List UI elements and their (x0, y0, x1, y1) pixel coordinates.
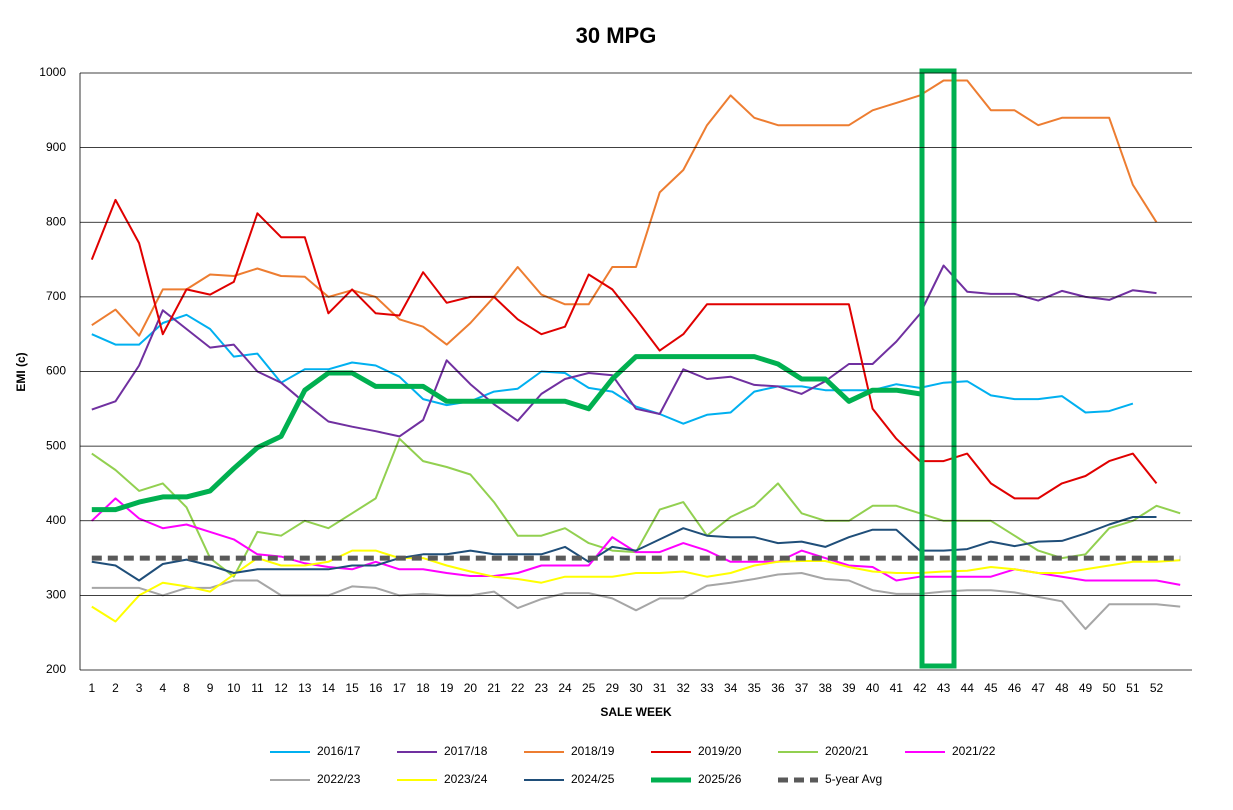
x-tick-label: 35 (748, 681, 762, 695)
x-tick-label: 20 (464, 681, 478, 695)
x-tick-label: 21 (487, 681, 501, 695)
x-tick-label: 3 (136, 681, 143, 695)
x-tick-label: 34 (724, 681, 738, 695)
x-tick-label: 47 (1032, 681, 1046, 695)
x-tick-label: 52 (1150, 681, 1164, 695)
x-tick-label: 39 (842, 681, 856, 695)
x-tick-label: 32 (677, 681, 691, 695)
legend-label: 5-year Avg (825, 772, 882, 786)
x-tick-label: 48 (1055, 681, 1069, 695)
x-tick-label: 1 (88, 681, 95, 695)
x-tick-label: 51 (1126, 681, 1140, 695)
x-tick-label: 30 (629, 681, 643, 695)
legend-label: 2019/20 (698, 744, 742, 758)
highlight-box (919, 68, 957, 669)
legend-label: 2017/18 (444, 744, 488, 758)
legend-label: 2024/25 (571, 772, 615, 786)
series-line (91, 354, 921, 513)
series-line (91, 79, 1158, 346)
x-tick-label: 4 (159, 681, 166, 695)
x-tick-label: 23 (535, 681, 549, 695)
x-tick-label: 16 (369, 681, 383, 695)
y-tick-label: 500 (46, 438, 66, 452)
chart-title: 30 MPG (576, 23, 657, 48)
y-tick-label: 700 (46, 289, 66, 303)
series-line (91, 264, 1157, 438)
x-tick-label: 37 (795, 681, 809, 695)
x-tick-label: 10 (227, 681, 241, 695)
x-tick-label: 12 (274, 681, 288, 695)
y-tick-label: 600 (46, 364, 66, 378)
legend-label: 2021/22 (952, 744, 996, 758)
y-tick-label: 900 (46, 140, 66, 154)
x-tick-label: 22 (511, 681, 525, 695)
x-tick-label: 29 (606, 681, 620, 695)
x-tick-label: 31 (653, 681, 667, 695)
series-line (91, 497, 1181, 586)
x-tick-label: 14 (322, 681, 336, 695)
x-tick-label: 17 (393, 681, 407, 695)
x-tick-label: 44 (961, 681, 975, 695)
x-tick-label: 18 (416, 681, 430, 695)
series-line (91, 516, 1157, 582)
series-line (91, 572, 1181, 630)
x-tick-label: 38 (819, 681, 833, 695)
y-axis-title: EMI (c) (14, 352, 28, 391)
x-tick-label: 36 (771, 681, 785, 695)
y-tick-label: 400 (46, 513, 66, 527)
x-tick-label: 43 (937, 681, 951, 695)
series-line (90, 198, 1158, 500)
legend-label: 2016/17 (317, 744, 361, 758)
y-tick-label: 200 (46, 662, 66, 676)
x-tick-label: 15 (345, 681, 359, 695)
legend-label: 2020/21 (825, 744, 869, 758)
legend-label: 2022/23 (317, 772, 361, 786)
y-tick-label: 800 (46, 214, 66, 228)
x-axis-title: SALE WEEK (600, 705, 672, 719)
x-tick-label: 9 (207, 681, 214, 695)
x-tick-label: 40 (866, 681, 880, 695)
legend-label: 2023/24 (444, 772, 488, 786)
x-tick-label: 8 (183, 681, 190, 695)
x-tick-label: 49 (1079, 681, 1093, 695)
x-tick-label: 42 (913, 681, 927, 695)
y-tick-label: 300 (46, 588, 66, 602)
x-tick-label: 24 (558, 681, 572, 695)
legend-label: 2025/26 (698, 772, 742, 786)
series-line (91, 549, 1181, 623)
x-tick-label: 46 (1008, 681, 1022, 695)
x-tick-label: 11 (251, 681, 264, 695)
x-tick-label: 19 (440, 681, 454, 695)
x-tick-label: 50 (1103, 681, 1117, 695)
x-tick-label: 41 (890, 681, 904, 695)
x-tick-label: 45 (984, 681, 998, 695)
legend-label: 2018/19 (571, 744, 615, 758)
x-tick-label: 33 (700, 681, 714, 695)
x-tick-label: 13 (298, 681, 312, 695)
x-tick-label: 25 (582, 681, 596, 695)
y-tick-label: 1000 (39, 65, 66, 79)
series-line (91, 313, 1134, 425)
x-tick-label: 2 (112, 681, 119, 695)
